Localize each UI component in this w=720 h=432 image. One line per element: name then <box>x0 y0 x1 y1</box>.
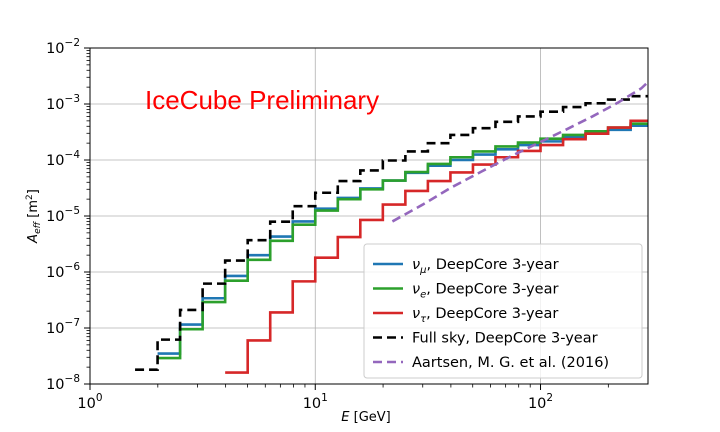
y-axis-symbol: A <box>26 234 41 244</box>
legend-label-aartsen: Aartsen, M. G. et al. (2016) <box>412 355 609 371</box>
legend-symbol: ν <box>412 306 420 322</box>
y-tick-label-5: 10−3 <box>46 93 80 113</box>
legend-subscript: τ <box>420 314 427 325</box>
x-tick-base: 10 <box>303 396 321 412</box>
series-nu-e <box>157 122 648 360</box>
y-tick-exponent: −7 <box>65 317 80 329</box>
y-axis-unit-prefix: [m <box>26 200 41 222</box>
y-tick-base: 10 <box>46 153 64 169</box>
x-tick-exponent: 1 <box>321 392 328 404</box>
legend-label-nu-e: νe, DeepCore 3-year <box>412 282 558 301</box>
x-tick-label-1: 101 <box>303 392 328 412</box>
y-tick-exponent: −5 <box>65 205 80 217</box>
y-tick-label-4: 10−4 <box>46 149 80 169</box>
y-tick-exponent: −4 <box>65 149 81 161</box>
y-tick-base: 10 <box>46 41 64 57</box>
x-tick-label-2: 102 <box>528 392 553 412</box>
legend-subscript: μ <box>419 265 426 276</box>
y-tick-exponent: −2 <box>65 37 80 49</box>
y-tick-base: 10 <box>46 321 64 337</box>
legend-text: , DeepCore 3-year <box>426 306 558 322</box>
y-tick-exponent: −3 <box>65 93 80 105</box>
legend-symbol: ν <box>412 257 420 273</box>
legend-text: , DeepCore 3-year <box>426 282 558 298</box>
y-tick-base: 10 <box>46 377 64 393</box>
x-tick-exponent: 0 <box>96 392 103 404</box>
legend-text: Aartsen, M. G. et al. (2016) <box>412 355 609 371</box>
y-tick-base: 10 <box>46 265 64 281</box>
y-tick-exponent: −6 <box>65 261 81 273</box>
y-tick-exponent: −8 <box>65 373 80 385</box>
y-tick-label-0: 10−8 <box>46 373 80 393</box>
legend-box <box>363 243 643 379</box>
y-tick-base: 10 <box>46 97 64 113</box>
x-axis-symbol: E <box>341 410 350 425</box>
legend-symbol: ν <box>412 282 420 298</box>
legend-label-nu-tau: ντ, DeepCore 3-year <box>412 306 558 325</box>
y-axis-unit-superscript: 2 <box>25 194 35 200</box>
series-group <box>135 80 648 374</box>
x-axis-unit: [GeV] <box>349 410 390 425</box>
annotation-text: IceCube Preliminary <box>145 85 379 115</box>
y-tick-label-3: 10−5 <box>46 205 80 225</box>
series-aartsen <box>391 80 648 223</box>
legend-subscript: e <box>420 290 426 301</box>
y-axis-label: Aeff [m2] <box>25 189 43 244</box>
x-tick-base: 10 <box>528 396 546 412</box>
y-tick-label-2: 10−6 <box>46 261 80 281</box>
legend-text: Full sky, DeepCore 3-year <box>412 331 598 347</box>
legend-text: , DeepCore 3-year <box>426 257 558 273</box>
y-axis-unit-suffix: ] <box>26 189 41 194</box>
legend-label-nu-mu: νμ, DeepCore 3-year <box>412 257 559 276</box>
x-tick-exponent: 2 <box>546 392 553 404</box>
legend-label-full-sky: Full sky, DeepCore 3-year <box>412 331 598 347</box>
x-tick-base: 10 <box>77 396 95 412</box>
series-full-sky <box>135 94 648 371</box>
y-tick-label-1: 10−7 <box>46 317 80 337</box>
series-nu-tau <box>225 119 648 374</box>
y-tick-label-6: 10−2 <box>46 37 80 57</box>
y-axis-subscript: eff <box>33 220 43 234</box>
x-tick-label-0: 100 <box>77 392 102 412</box>
x-axis-label: E [GeV] <box>341 410 390 425</box>
y-tick-base: 10 <box>46 209 64 225</box>
